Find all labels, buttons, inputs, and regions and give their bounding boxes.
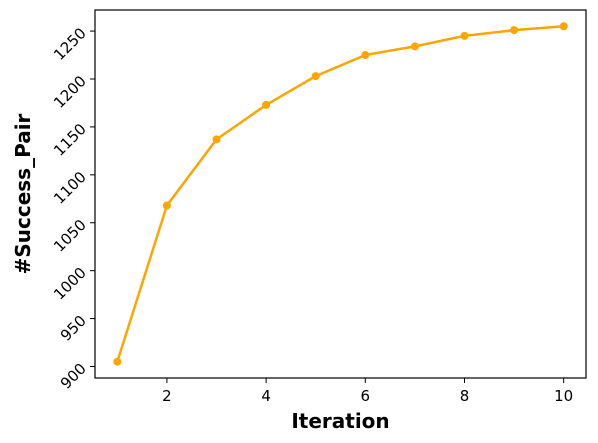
x-axis-label: Iteration [291,409,389,433]
data-point [262,100,271,109]
x-tick-label: 6 [361,387,371,405]
y-tick-label: 900 [57,360,90,393]
x-tick-label: 2 [162,387,172,405]
data-point [559,22,568,31]
data-point [113,357,122,366]
y-axis: 900 950 1000 1050 1100 1150 1200 1250 [50,24,95,393]
x-tick-label: 8 [460,387,470,405]
data-point [410,42,419,51]
series-line [116,25,564,363]
y-tick-label: 1100 [50,168,90,208]
y-tick-label: 1050 [50,216,90,256]
data-point [510,26,519,35]
y-tick-label: 950 [57,312,90,345]
y-tick-label: 1200 [50,72,90,112]
data-point [460,31,469,40]
y-tick-label: 1250 [50,24,90,64]
x-tick-label: 4 [261,387,271,405]
data-point [361,51,370,60]
data-point [311,72,320,81]
x-tick-label: 10 [554,387,573,405]
y-tick-label: 1000 [50,264,90,304]
y-tick-label: 1150 [50,120,90,160]
plot-marks [113,22,568,366]
y-axis-label: #Success_Pair [11,113,35,274]
data-point [162,201,171,210]
data-point [212,135,221,144]
x-axis: 2 4 6 8 10 [162,378,573,405]
plot-frame [94,9,587,379]
